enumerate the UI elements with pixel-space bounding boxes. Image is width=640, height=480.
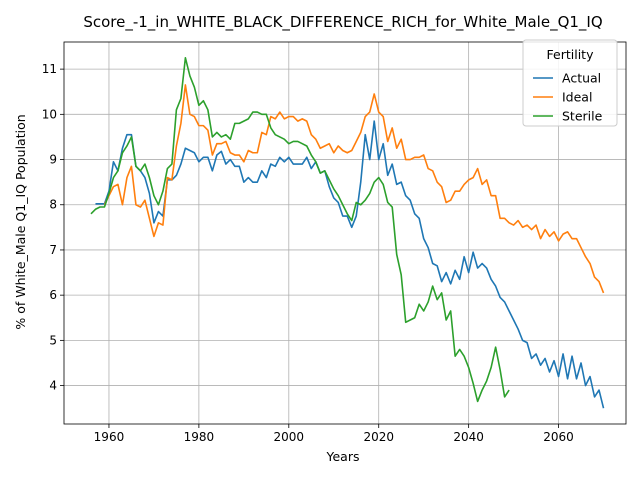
y-axis-ticks: 4 5 6 7 8 9 10 11 [42,62,64,393]
legend-label-ideal: Ideal [562,90,592,105]
x-tick-label: 2000 [274,430,305,444]
legend: Fertility Actual Ideal Sterile [522,39,618,127]
y-tick-label: 4 [49,379,57,393]
legend-title: Fertility [547,47,595,62]
x-axis-ticks: 1960 1980 2000 2020 2040 2060 [94,424,574,444]
x-tick-label: 2020 [363,430,394,444]
y-tick-label: 9 [49,153,57,167]
y-tick-label: 8 [49,198,57,212]
series-line-ideal [103,84,605,294]
series-line-actual [95,120,605,409]
y-axis-label: % of White_Male Q1_IQ Population [13,114,28,329]
plot-frame [63,41,627,425]
x-tick-label: 2060 [543,430,574,444]
chart-title: Score_-1_in_WHITE_BLACK_DIFFERENCE_RICH_… [83,13,602,32]
legend-items: Actual Ideal Sterile [533,71,603,124]
series-line-sterile [90,57,510,403]
legend-label-sterile: Sterile [562,109,603,124]
x-tick-label: 1980 [184,430,215,444]
series-layer [90,57,605,409]
y-tick-label: 10 [42,107,57,121]
legend-label-actual: Actual [562,71,601,86]
legend-box [522,39,618,127]
x-tick-label: 1960 [94,430,125,444]
y-tick-label: 7 [49,243,57,257]
y-tick-label: 11 [42,62,57,76]
y-tick-label: 5 [49,333,57,347]
x-axis-label: Years [326,449,360,464]
x-tick-label: 2040 [453,430,484,444]
y-tick-label: 6 [49,288,57,302]
